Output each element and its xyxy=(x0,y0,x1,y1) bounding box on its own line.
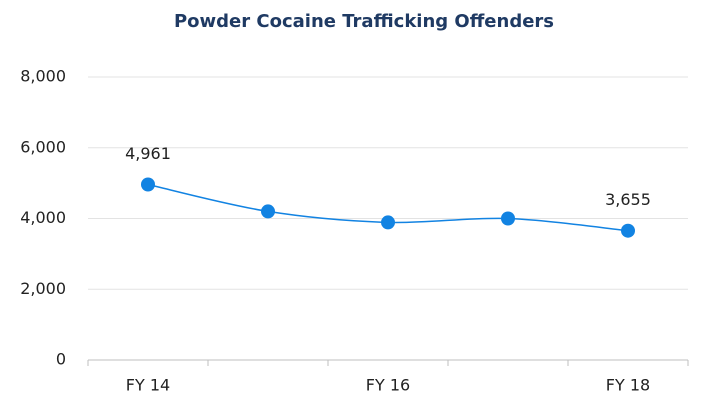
data-label: 3,655 xyxy=(605,190,651,209)
x-tick-label: FY 18 xyxy=(606,376,650,395)
x-tick-label: FY 14 xyxy=(126,376,170,395)
marker xyxy=(261,204,275,219)
chart-title: Powder Cocaine Trafficking Offenders xyxy=(174,11,554,32)
y-tick-label: 4,000 xyxy=(20,208,66,227)
marker xyxy=(501,211,515,226)
marker xyxy=(381,215,395,230)
x-tick-label: FY 16 xyxy=(366,376,410,395)
y-tick-label: 8,000 xyxy=(20,67,66,86)
marker xyxy=(621,223,635,238)
y-tick-label: 6,000 xyxy=(20,137,66,156)
data-label: 4,961 xyxy=(125,144,171,163)
y-tick-label: 2,000 xyxy=(20,279,66,298)
y-tick-label: 0 xyxy=(56,350,66,369)
marker xyxy=(141,177,155,192)
